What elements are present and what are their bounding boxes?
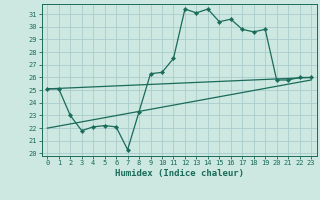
X-axis label: Humidex (Indice chaleur): Humidex (Indice chaleur)	[115, 169, 244, 178]
